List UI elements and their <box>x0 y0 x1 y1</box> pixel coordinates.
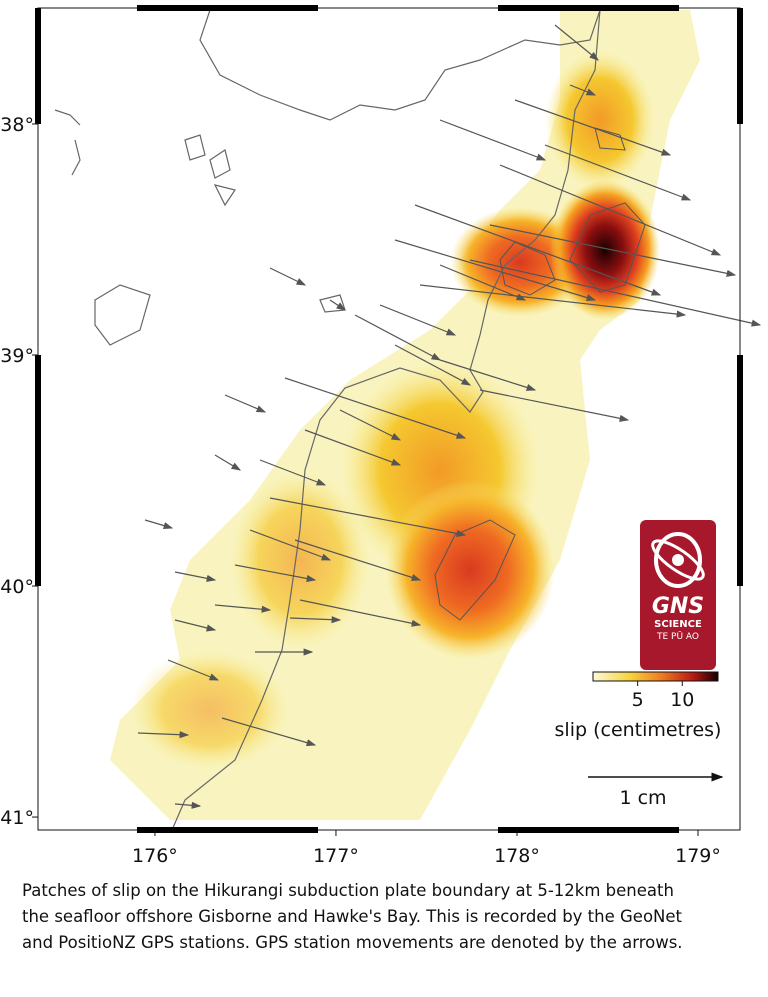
gps-arrows <box>137 24 762 809</box>
gps-arrow <box>214 454 242 471</box>
x-tick-label: 178° <box>494 845 540 867</box>
slip-patch <box>545 50 655 190</box>
frame-bar <box>737 8 743 124</box>
gps-arrow <box>167 659 220 681</box>
frame-bar <box>35 355 41 586</box>
gps-arrow <box>269 267 307 286</box>
logo: GNS SCIENCE TE PŪ AO <box>640 520 716 670</box>
coast <box>171 9 601 831</box>
slip-patch <box>230 470 370 650</box>
slip-patch <box>130 650 290 770</box>
logo-mark <box>654 532 702 588</box>
frame-bar <box>498 827 679 833</box>
gps-arrow <box>269 497 467 537</box>
gps-arrow <box>489 224 737 277</box>
gps-arrow <box>294 539 422 581</box>
gps-arrow <box>214 604 272 613</box>
frame-bar <box>737 355 743 586</box>
contour <box>569 202 646 293</box>
y-tick-label: -38° <box>0 114 34 136</box>
gps-arrow <box>224 394 267 413</box>
gps-arrow <box>289 616 342 624</box>
gps-arrow <box>479 389 630 422</box>
slip-patches <box>110 10 700 820</box>
gps-arrow <box>544 144 692 201</box>
gps-arrow <box>379 304 457 336</box>
gps-arrow <box>499 164 722 256</box>
gps-arrow <box>299 599 422 627</box>
map: GNS SCIENCE TE PŪ AO slip (centimetres) … <box>0 5 762 867</box>
x-tick-label: 177° <box>313 845 359 867</box>
frame-bar <box>137 5 318 11</box>
gps-arrow <box>304 429 402 466</box>
gps-arrow <box>339 409 402 441</box>
gps-arrow <box>221 717 317 747</box>
gps-arrow <box>569 84 597 96</box>
gps-arrow <box>394 239 597 302</box>
gps-arrow <box>554 24 599 61</box>
caption-line: and PositioNZ GPS stations. GPS station … <box>22 933 683 952</box>
gps-arrow <box>174 571 217 582</box>
gps-arrow <box>234 564 317 582</box>
frame-bar <box>137 827 318 833</box>
x-tick-label: 179° <box>675 845 721 867</box>
gps-arrow <box>249 529 332 561</box>
gps-arrow <box>514 99 672 156</box>
scale-label: 1 cm <box>619 787 666 809</box>
island <box>71 134 236 207</box>
gps-arrow <box>354 314 442 361</box>
gps-arrow <box>259 459 327 486</box>
frame-bars <box>35 5 743 833</box>
colorbar-tick-label: 10 <box>670 689 694 711</box>
logo-text: TE PŪ AO <box>656 631 699 642</box>
frame-bar <box>35 8 41 124</box>
slip-patch <box>385 480 555 660</box>
colorbar-tick-label: 5 <box>632 689 644 711</box>
caption-line: Patches of slip on the Hikurangi subduct… <box>22 881 674 900</box>
gps-arrow <box>329 299 346 311</box>
gps-arrow <box>144 519 174 530</box>
gps-arrow <box>137 731 190 739</box>
gps-arrow <box>439 264 527 301</box>
logo-mark <box>651 539 705 581</box>
y-tick-label: -41° <box>0 807 34 829</box>
gps-arrow <box>439 359 537 391</box>
gps-arrow <box>174 619 217 632</box>
coastline <box>54 9 601 831</box>
caption: Patches of slip on the Hikurangi subduct… <box>22 878 762 956</box>
y-tick-label: -40° <box>0 576 34 598</box>
gps-arrow <box>394 344 472 386</box>
island <box>54 109 346 313</box>
logo-name: GNS <box>652 594 704 619</box>
logo-mark <box>672 554 684 566</box>
frame-bar <box>498 5 679 11</box>
gps-arrow <box>414 204 662 296</box>
logo-text: SCIENCE <box>654 619 702 630</box>
caption-line: the seafloor offshore Gisborne and Hawke… <box>22 907 682 926</box>
gps-arrow <box>419 284 687 318</box>
gps-arrow <box>284 377 467 439</box>
contour <box>594 127 626 151</box>
gps-arrow <box>439 119 547 161</box>
x-tick-label: 176° <box>132 845 178 867</box>
y-tick-label: -39° <box>0 345 34 367</box>
island <box>94 284 151 346</box>
colorbar <box>592 671 719 682</box>
gps-arrow <box>174 801 202 809</box>
colorbar-label: slip (centimetres) <box>555 719 722 741</box>
coast <box>199 9 601 121</box>
gps-arrow <box>469 259 762 327</box>
